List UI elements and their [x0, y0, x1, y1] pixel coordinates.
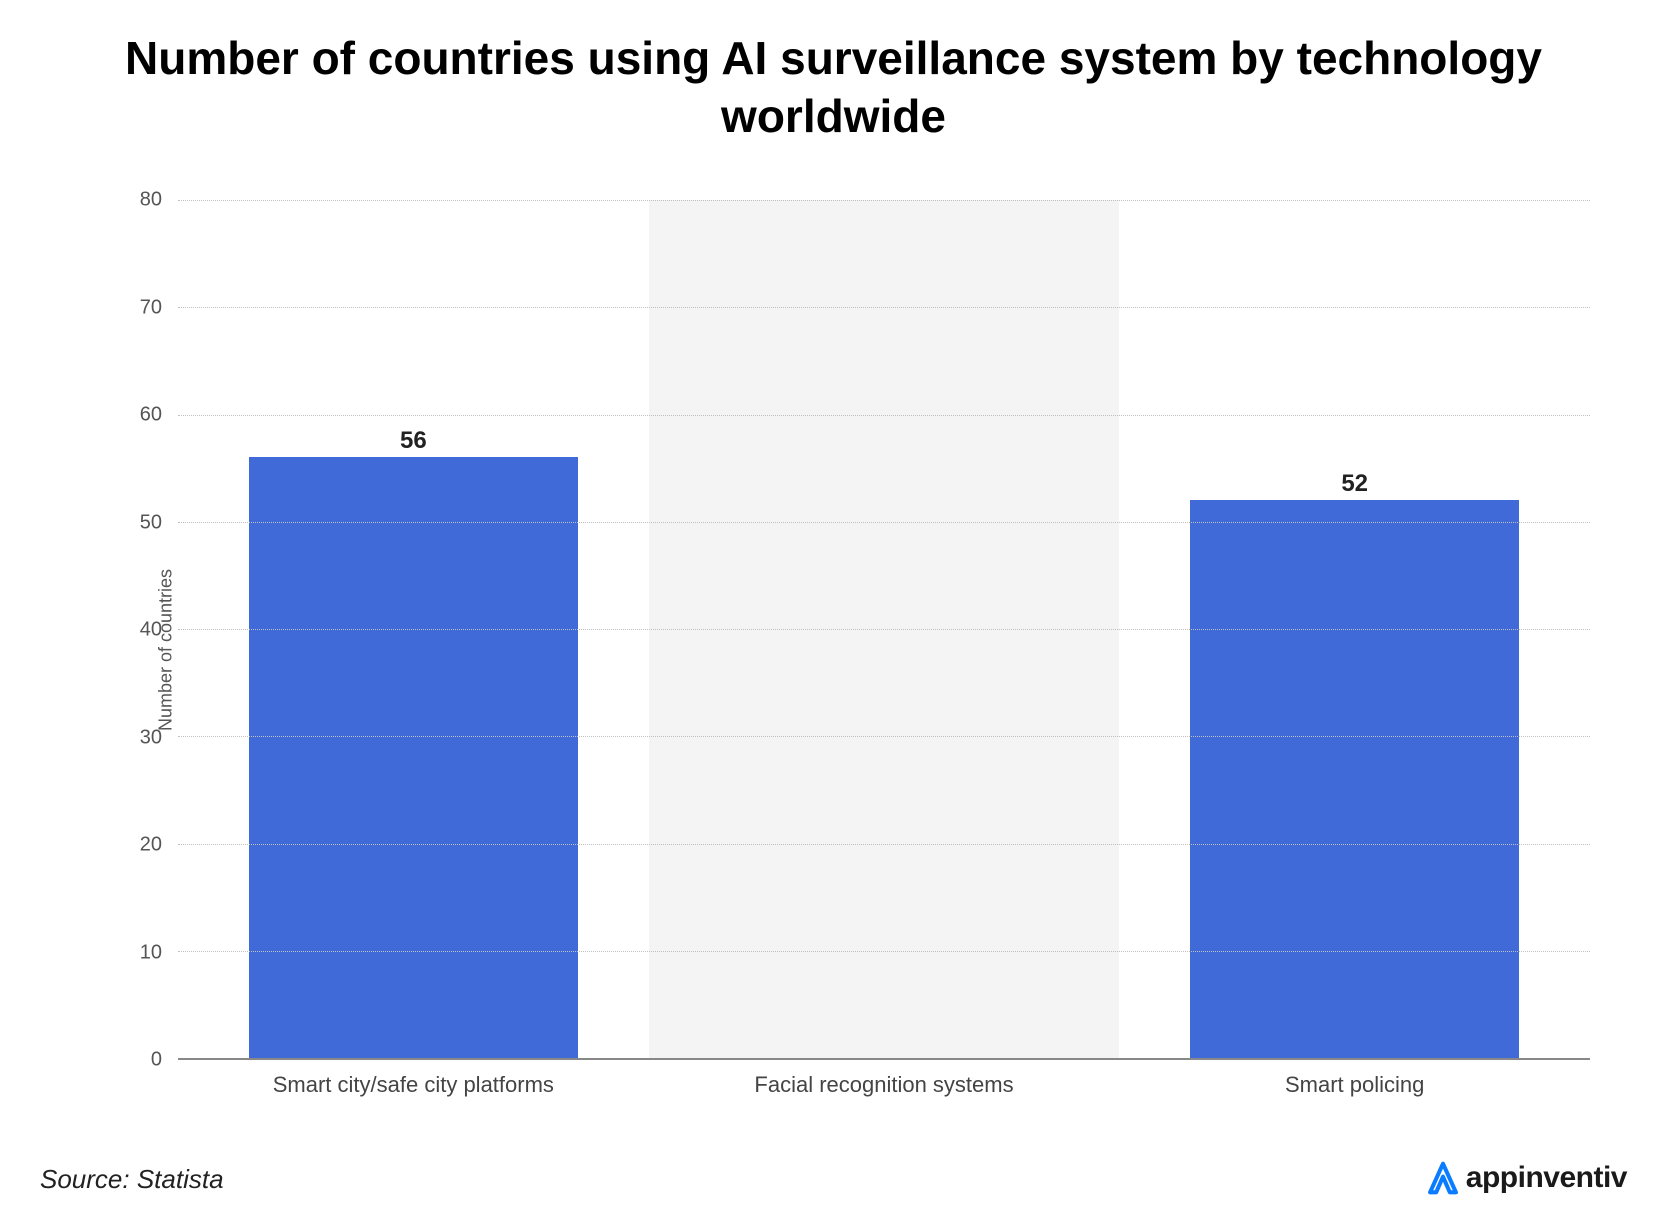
y-tick-label: 10: [140, 941, 162, 964]
x-tick-label: Smart policing: [1119, 1064, 1590, 1100]
chart-container: Number of countries 01020304050607080 56…: [100, 200, 1600, 1100]
y-tick-label: 40: [140, 619, 162, 642]
y-tick-label: 60: [140, 404, 162, 427]
gridline: [178, 951, 1590, 952]
gridline: [178, 629, 1590, 630]
x-tick-label: Facial recognition systems: [649, 1064, 1120, 1100]
source-text: Source: Statista: [40, 1164, 224, 1195]
brand-logo: appinventiv: [1426, 1161, 1627, 1195]
logo-text: appinventiv: [1466, 1161, 1627, 1195]
y-tick-label: 0: [151, 1049, 162, 1072]
gridline: [178, 522, 1590, 523]
chart-title: Number of countries using AI surveillanc…: [0, 0, 1667, 155]
x-axis-labels: Smart city/safe city platformsFacial rec…: [178, 1064, 1590, 1100]
logo-mark-icon: [1426, 1161, 1460, 1195]
x-tick-label: Smart city/safe city platforms: [178, 1064, 649, 1100]
gridline: [178, 415, 1590, 416]
y-tick-label: 50: [140, 511, 162, 534]
gridline: [178, 736, 1590, 737]
y-tick-label: 20: [140, 834, 162, 857]
plot-area: 566452: [178, 200, 1590, 1060]
footer: Source: Statista appinventiv: [40, 1161, 1627, 1195]
y-axis-ticks: 01020304050607080: [120, 200, 170, 1060]
gridline: [178, 200, 1590, 201]
y-tick-label: 30: [140, 726, 162, 749]
y-tick-label: 80: [140, 189, 162, 212]
gridline: [178, 844, 1590, 845]
gridline: [178, 307, 1590, 308]
y-tick-label: 70: [140, 296, 162, 319]
